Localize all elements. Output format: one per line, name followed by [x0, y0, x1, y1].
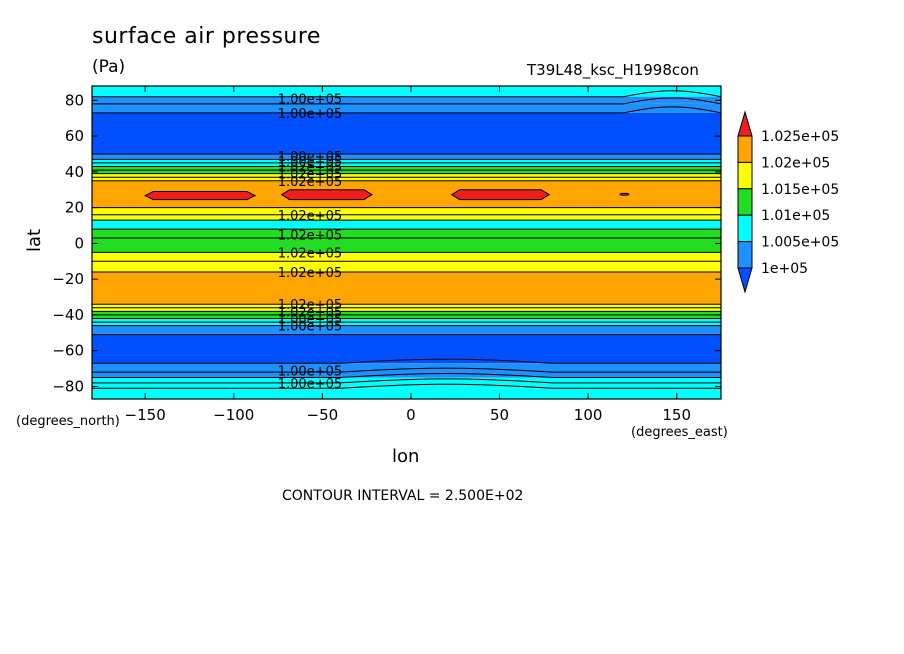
maximum-region [450, 189, 551, 201]
contour-label: 1.00e+05 [278, 364, 342, 379]
contour-label: 1.00e+05 [278, 377, 342, 392]
y-tick-label: −20 [52, 270, 84, 288]
y-tick-label: −40 [52, 306, 84, 324]
colorbar-label: 1.01e+05 [761, 208, 830, 224]
contour-band [92, 229, 721, 253]
contour-label: 1.00e+05 [278, 313, 342, 328]
contour-band [92, 96, 721, 104]
colorbar-label: 1.005e+05 [761, 235, 839, 251]
y-tick-label: 60 [65, 127, 84, 145]
contour-line [92, 106, 721, 114]
y-axis-ticks: 80 60 40 20 0 −20 −40 −60 −80 [52, 91, 721, 395]
x-units-label: (degrees_east) [631, 425, 728, 440]
chart-title: surface air pressure [92, 24, 321, 49]
contour-label: 1.02e+05 [278, 266, 342, 281]
y-axis-label: lat [24, 228, 45, 252]
colorbar-top-arrow [737, 110, 753, 137]
x-tick-label: 0 [406, 406, 416, 424]
contour-label: 1.02e+05 [278, 209, 342, 224]
y-units-label: (degrees_north) [16, 414, 120, 429]
contour-line [92, 367, 721, 373]
x-axis-ticks: −150 −100 −50 0 50 100 150 [125, 86, 691, 424]
maxima-regions [144, 189, 630, 201]
contour-band [92, 103, 721, 113]
contour-band [92, 325, 721, 335]
colorbar-bottom-arrow [737, 267, 753, 294]
maximum-region [280, 189, 373, 201]
x-tick-label: 150 [662, 406, 691, 424]
contour-label: 1.00e+05 [278, 150, 342, 165]
x-tick-label: 100 [574, 406, 603, 424]
y-tick-label: 0 [74, 234, 84, 252]
contour-band [92, 112, 721, 154]
contour-label: 1.02e+05 [278, 246, 342, 261]
contour-line [92, 373, 721, 379]
contour-line [92, 358, 721, 364]
contour-band [92, 377, 721, 389]
contour-band [92, 388, 721, 399]
filled-contours [92, 86, 721, 399]
x-tick-label: 50 [490, 406, 509, 424]
colorbar-segment [737, 241, 753, 269]
contour-label: 1.02e+05 [278, 175, 342, 190]
x-tick-label: −50 [307, 406, 339, 424]
units-label: (Pa) [92, 57, 126, 77]
x-tick-label: −150 [125, 406, 166, 424]
colorbar-segment [737, 161, 753, 190]
contour-band [92, 252, 721, 273]
colorbar-segment [737, 214, 753, 243]
contour-label: 1.00e+05 [278, 93, 342, 108]
colorbar-label: 1.02e+05 [761, 155, 830, 171]
maximum-region [144, 191, 257, 201]
colorbar-label: 1e+05 [761, 261, 808, 277]
maximum-region [619, 192, 630, 196]
contour-label: 1.02e+05 [278, 298, 342, 313]
y-tick-label: 20 [65, 199, 84, 217]
contour-band [92, 272, 721, 305]
x-axis-label: lon [392, 446, 420, 467]
contour-band [92, 153, 721, 160]
contour-interval-label: CONTOUR INTERVAL = 2.500E+02 [282, 488, 524, 504]
contour-label: 1.00e+05 [278, 320, 342, 335]
contour-band [92, 207, 721, 221]
contour-band [92, 220, 721, 230]
contour-band [92, 363, 721, 378]
colorbar-segment [737, 135, 753, 163]
contour-line [92, 383, 721, 389]
contour-label: 1.00e+05 [278, 155, 342, 170]
colorbar-label: 1.015e+05 [761, 182, 839, 198]
contour-label: 1.02e+05 [278, 160, 342, 175]
y-tick-label: 40 [65, 163, 84, 181]
plot-frame [91, 85, 722, 400]
contour-line [92, 378, 721, 384]
colorbar-segment [737, 188, 753, 216]
y-tick-label: 80 [65, 91, 84, 109]
colorbar: 1.025e+05 1.02e+05 1.015e+05 1.01e+05 1.005e… [737, 110, 839, 294]
y-tick-label: −80 [52, 377, 84, 395]
contour-band [92, 86, 721, 97]
contour-line [92, 90, 721, 98]
contour-label: 1.02e+05 [278, 305, 342, 320]
contour-label: 1.00e+05 [278, 107, 342, 122]
colorbar-label: 1.025e+05 [761, 129, 839, 145]
contour-band [92, 334, 721, 364]
contour-labels: 1.00e+051.00e+051.00e+051.00e+051.02e+05… [278, 93, 342, 392]
y-tick-label: −60 [52, 342, 84, 360]
run-id-label: T39L48_ksc_H1998con [527, 61, 699, 79]
x-tick-label: −100 [213, 406, 254, 424]
contour-line [92, 97, 721, 105]
contour-label: 1.02e+05 [278, 228, 342, 243]
contour-lines [92, 90, 721, 389]
contour-label: 1.02e+05 [278, 168, 342, 183]
